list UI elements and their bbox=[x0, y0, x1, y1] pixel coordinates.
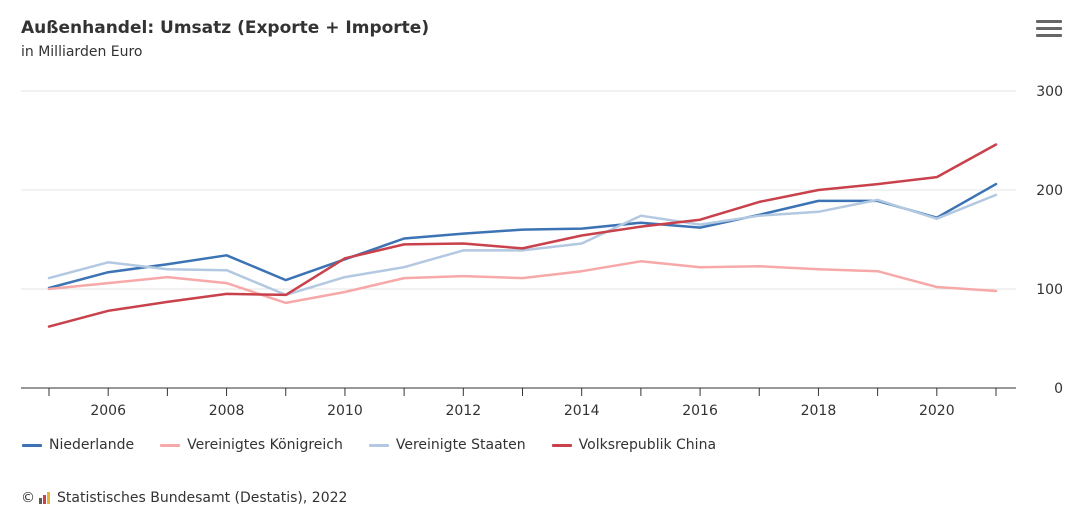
destatis-logo-icon bbox=[39, 492, 51, 504]
legend: Niederlande Vereinigtes Königreich Vereini… bbox=[22, 437, 742, 453]
series-lines bbox=[47, 143, 998, 328]
series-line-1[interactable] bbox=[47, 182, 998, 290]
credits: © Statistisches Bundesamt (Destatis), 20… bbox=[21, 490, 347, 506]
x-tick-label: 2012 bbox=[445, 403, 481, 419]
x-tick-label: 2016 bbox=[682, 403, 718, 419]
y-tick-label: 300 bbox=[1036, 84, 1063, 100]
hamburger-menu-icon[interactable] bbox=[1036, 20, 1062, 42]
legend-item-4[interactable]: Volksrepublik China bbox=[551, 437, 717, 453]
chart-subtitle: in Milliarden Euro bbox=[21, 44, 143, 60]
y-tick-label: 0 bbox=[1054, 381, 1063, 397]
y-axis: 0 100 200 300 bbox=[1036, 84, 1063, 397]
legend-label: Vereinigte Staaten bbox=[395, 437, 526, 453]
gridlines bbox=[21, 90, 1016, 290]
series-line-2[interactable] bbox=[47, 260, 998, 305]
series-line-3[interactable] bbox=[47, 193, 998, 297]
series-line-4[interactable] bbox=[47, 143, 998, 328]
legend-label: Volksrepublik China bbox=[578, 437, 717, 453]
legend-swatch bbox=[368, 443, 389, 447]
line-chart: 2006 2008 2010 2012 2014 2016 2018 2020 0 100 200… bbox=[21, 84, 1063, 419]
x-tick-label: 2018 bbox=[801, 403, 837, 419]
legend-item-3[interactable]: Vereinigte Staaten bbox=[368, 437, 526, 453]
x-tick-label: 2006 bbox=[90, 403, 126, 419]
y-tick-label: 200 bbox=[1036, 183, 1063, 199]
legend-item-2[interactable]: Vereinigtes Königreich bbox=[160, 437, 343, 453]
legend-swatch bbox=[160, 443, 181, 447]
x-tick-label: 2020 bbox=[919, 403, 955, 419]
y-tick-label: 100 bbox=[1036, 282, 1063, 298]
legend-swatch bbox=[22, 443, 42, 447]
x-tick-label: 2014 bbox=[564, 403, 600, 419]
x-axis: 2006 2008 2010 2012 2014 2016 2018 2020 bbox=[21, 387, 1016, 419]
credits-text: Statistisches Bundesamt (Destatis), 2022 bbox=[57, 490, 348, 506]
x-tick-label: 2010 bbox=[327, 403, 363, 419]
x-tick-label: 2008 bbox=[209, 403, 245, 419]
legend-swatch bbox=[551, 443, 572, 447]
legend-label: Niederlande bbox=[49, 437, 135, 453]
legend-label: Vereinigtes Königreich bbox=[187, 437, 343, 453]
copyright-symbol: © bbox=[21, 490, 35, 506]
legend-item-1[interactable]: Niederlande bbox=[22, 437, 134, 453]
chart-title: Außenhandel: Umsatz (Exporte + Importe) bbox=[21, 18, 430, 38]
